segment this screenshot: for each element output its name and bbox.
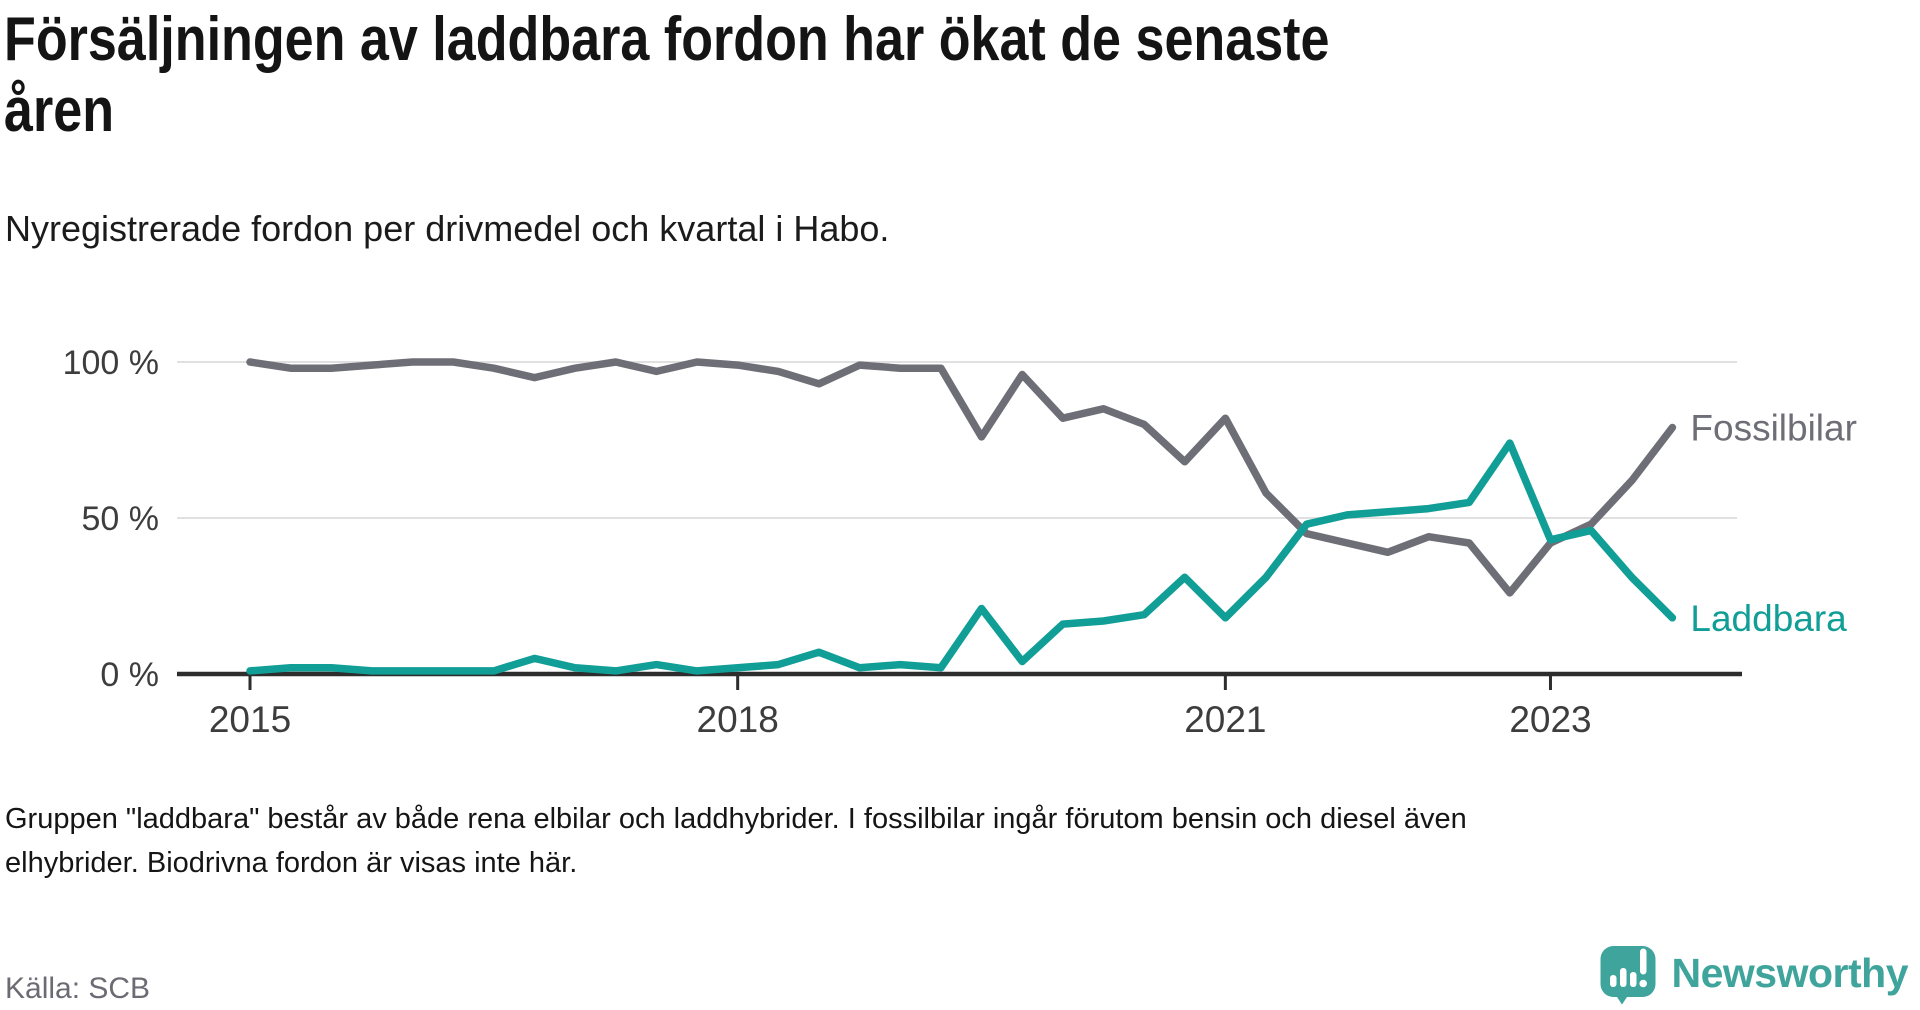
x-tick-label-2015: 2015	[209, 699, 291, 740]
series-label-fossilbilar: Fossilbilar	[1690, 408, 1857, 449]
chart-footnote-line-2: elhybrider. Biodrivna fordon är visas in…	[5, 847, 578, 879]
newsworthy-logo[interactable]: Newsworthy	[1599, 941, 1909, 1005]
newsworthy-logo-text: Newsworthy	[1671, 949, 1909, 996]
chart-footnote: Gruppen "laddbara" består av både rena e…	[5, 797, 1467, 885]
x-tick-label-2018: 2018	[697, 699, 779, 740]
laddbara-line	[246, 439, 1677, 675]
chart-footnote-line-1: Gruppen "laddbara" består av både rena e…	[5, 803, 1467, 835]
y-tick-label-0: 0 %	[100, 656, 159, 694]
y-tick-label-100: 100 %	[63, 344, 159, 382]
x-tick-label-2021: 2021	[1184, 699, 1266, 740]
chart-subtitle: Nyregistrerade fordon per drivmedel och …	[5, 208, 890, 249]
series-label-laddbara: Laddbara	[1690, 598, 1847, 639]
y-tick-label-50: 50 %	[82, 500, 160, 538]
page-title-line-2: åren	[4, 76, 115, 145]
page-title-line-1: Försäljningen av laddbara fordon har öka…	[4, 5, 1330, 74]
page-title: Försäljningen av laddbara fordon har öka…	[4, 4, 1329, 146]
x-tick-label-2023: 2023	[1509, 699, 1591, 740]
source-attribution: Källa: SCB	[5, 972, 151, 1005]
newsworthy-speech-bubble-chart-icon	[1600, 946, 1655, 1005]
fossilbilar-line	[246, 358, 1677, 597]
